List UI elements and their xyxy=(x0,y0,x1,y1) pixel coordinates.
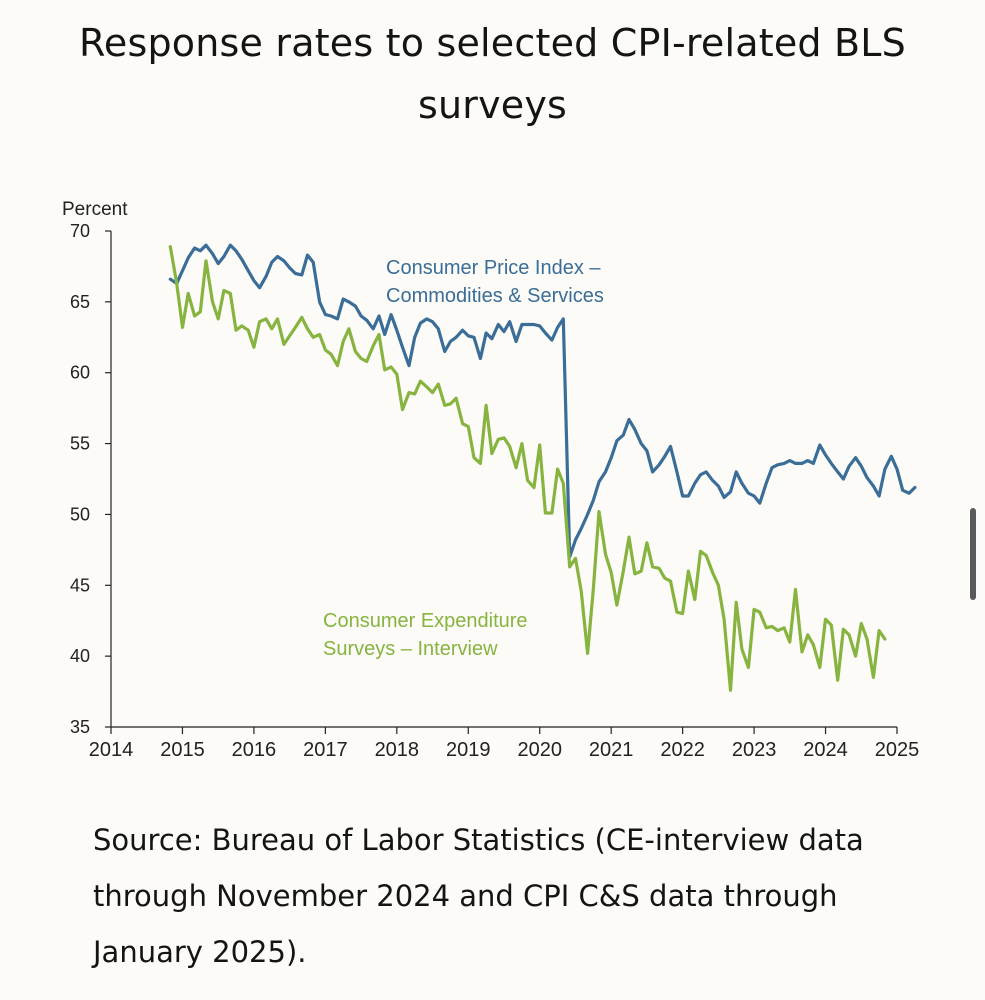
y-tick-label: 40 xyxy=(70,646,90,666)
y-tick-label: 70 xyxy=(70,221,90,241)
scrollbar-thumb[interactable] xyxy=(970,508,976,600)
cpi-series-line xyxy=(168,243,917,559)
x-tick-label: 2022 xyxy=(660,739,705,761)
x-tick-label: 2025 xyxy=(875,739,920,761)
x-tick-label: 2018 xyxy=(375,739,420,761)
y-tick-label: 50 xyxy=(70,504,90,524)
cpi-series-label: Commodities & Services xyxy=(386,285,604,307)
y-tick-label: 65 xyxy=(70,292,90,312)
x-tick-label: 2017 xyxy=(303,739,348,761)
x-tick-label: 2024 xyxy=(803,739,848,761)
y-tick-label: 35 xyxy=(70,717,90,737)
line-chart: 35 40 45 50 55 60 65 70 2014 2015 2016 2017 2018 2019… xyxy=(62,199,920,761)
y-tick-label: 55 xyxy=(70,434,90,454)
x-tick-label: 2016 xyxy=(232,739,277,761)
ce-series-label: Surveys – Interview xyxy=(323,638,498,660)
ce-series-label: Consumer Expenditure xyxy=(323,610,528,632)
y-tick-label: 45 xyxy=(70,575,90,595)
x-tick-label: 2021 xyxy=(589,739,634,761)
source-note: Source: Bureau of Labor Statistics (CE-i… xyxy=(93,823,864,969)
cpi-series-label: Consumer Price Index – xyxy=(386,257,601,279)
y-axis-label: Percent xyxy=(62,199,128,220)
x-tick-label: 2023 xyxy=(732,739,777,761)
x-tick-label: 2015 xyxy=(160,739,205,761)
ce-series-line xyxy=(168,245,887,692)
y-tick-label: 60 xyxy=(70,363,90,383)
x-tick-label: 2019 xyxy=(446,739,491,761)
x-tick-label: 2020 xyxy=(517,739,562,761)
x-tick-label: 2014 xyxy=(89,739,134,761)
chart-title: Response rates to selected CPI-related B… xyxy=(79,21,906,127)
